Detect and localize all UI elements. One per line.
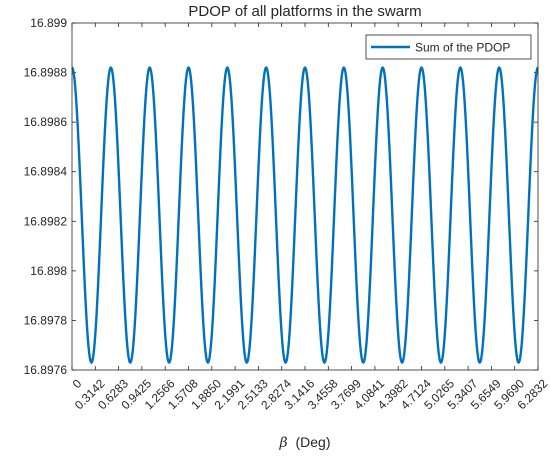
y-axis: 16.8976 16.8978 16.898 16.8982 16.8984 16.898… [24,16,538,377]
x-axis-symbol: β [279,435,288,451]
y-tick-label: 16.899 [30,16,67,30]
y-tick-label: 16.8988 [24,66,68,80]
series-line-sum-of-pdop [71,66,539,365]
y-tick-label: 16.8984 [24,165,68,179]
x-tick-label: 0 [70,376,85,391]
legend: Sum of the PDOP [365,34,532,60]
x-axis-label: β (Deg) [279,434,331,451]
y-tick-label: 16.8986 [24,115,68,129]
y-tick-label: 16.8978 [24,313,68,327]
legend-label: Sum of the PDOP [415,41,510,55]
x-axis-unit: (Deg) [295,434,330,450]
y-tick-label: 16.8976 [24,363,68,377]
plot-frame [71,22,539,371]
legend-box [365,34,532,60]
y-tick-label: 16.8982 [24,214,68,228]
chart-title: PDOP of all platforms in the swarm [188,3,421,20]
y-tick-label: 16.898 [30,264,67,278]
plot-area [72,23,538,370]
